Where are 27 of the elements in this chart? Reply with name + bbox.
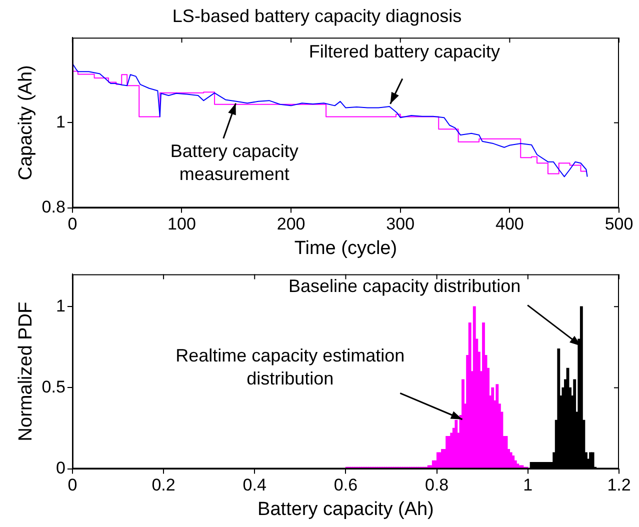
x-tick-label: 0.2 xyxy=(152,476,176,495)
x-tick-label: 400 xyxy=(496,214,524,234)
x-tick-label: 0.4 xyxy=(242,476,266,495)
x-axis-title: Battery capacity (Ah) xyxy=(258,498,434,520)
x-tick-label: 1 xyxy=(523,476,533,495)
annotation: Realtime capacity estimation distribution xyxy=(176,346,405,389)
x-tick-label: 300 xyxy=(386,214,415,234)
x-tick-label: 1.2 xyxy=(607,476,631,495)
y-tick-label: 1 xyxy=(56,296,66,316)
x-tick-label: 200 xyxy=(276,214,306,234)
x-tick-label: 100 xyxy=(168,214,196,234)
x-tick-label: 0 xyxy=(68,214,78,234)
y-tick-label: 0 xyxy=(56,458,66,478)
y-tick-label: 0.8 xyxy=(42,197,66,216)
x-tick-label: 0.6 xyxy=(334,476,358,495)
chart-title: LS-based battery capacity diagnosis xyxy=(172,6,462,26)
x-tick-label: 500 xyxy=(604,214,634,234)
y-tick-label: 1 xyxy=(56,112,66,132)
x-tick-label: 0 xyxy=(68,476,78,495)
y-tick-label: 0.5 xyxy=(42,377,66,396)
y-axis-title: Capacity (Ah) xyxy=(16,65,37,180)
annotation: Baseline capacity distribution xyxy=(288,276,521,296)
x-tick-label: 0.8 xyxy=(424,476,449,495)
annotation: Filtered battery capacity xyxy=(308,42,500,62)
annotation: Battery capacity measurement xyxy=(170,140,298,184)
x-axis-title: Time (cycle) xyxy=(294,238,398,259)
y-axis-title: Normalized PDF xyxy=(16,302,37,442)
